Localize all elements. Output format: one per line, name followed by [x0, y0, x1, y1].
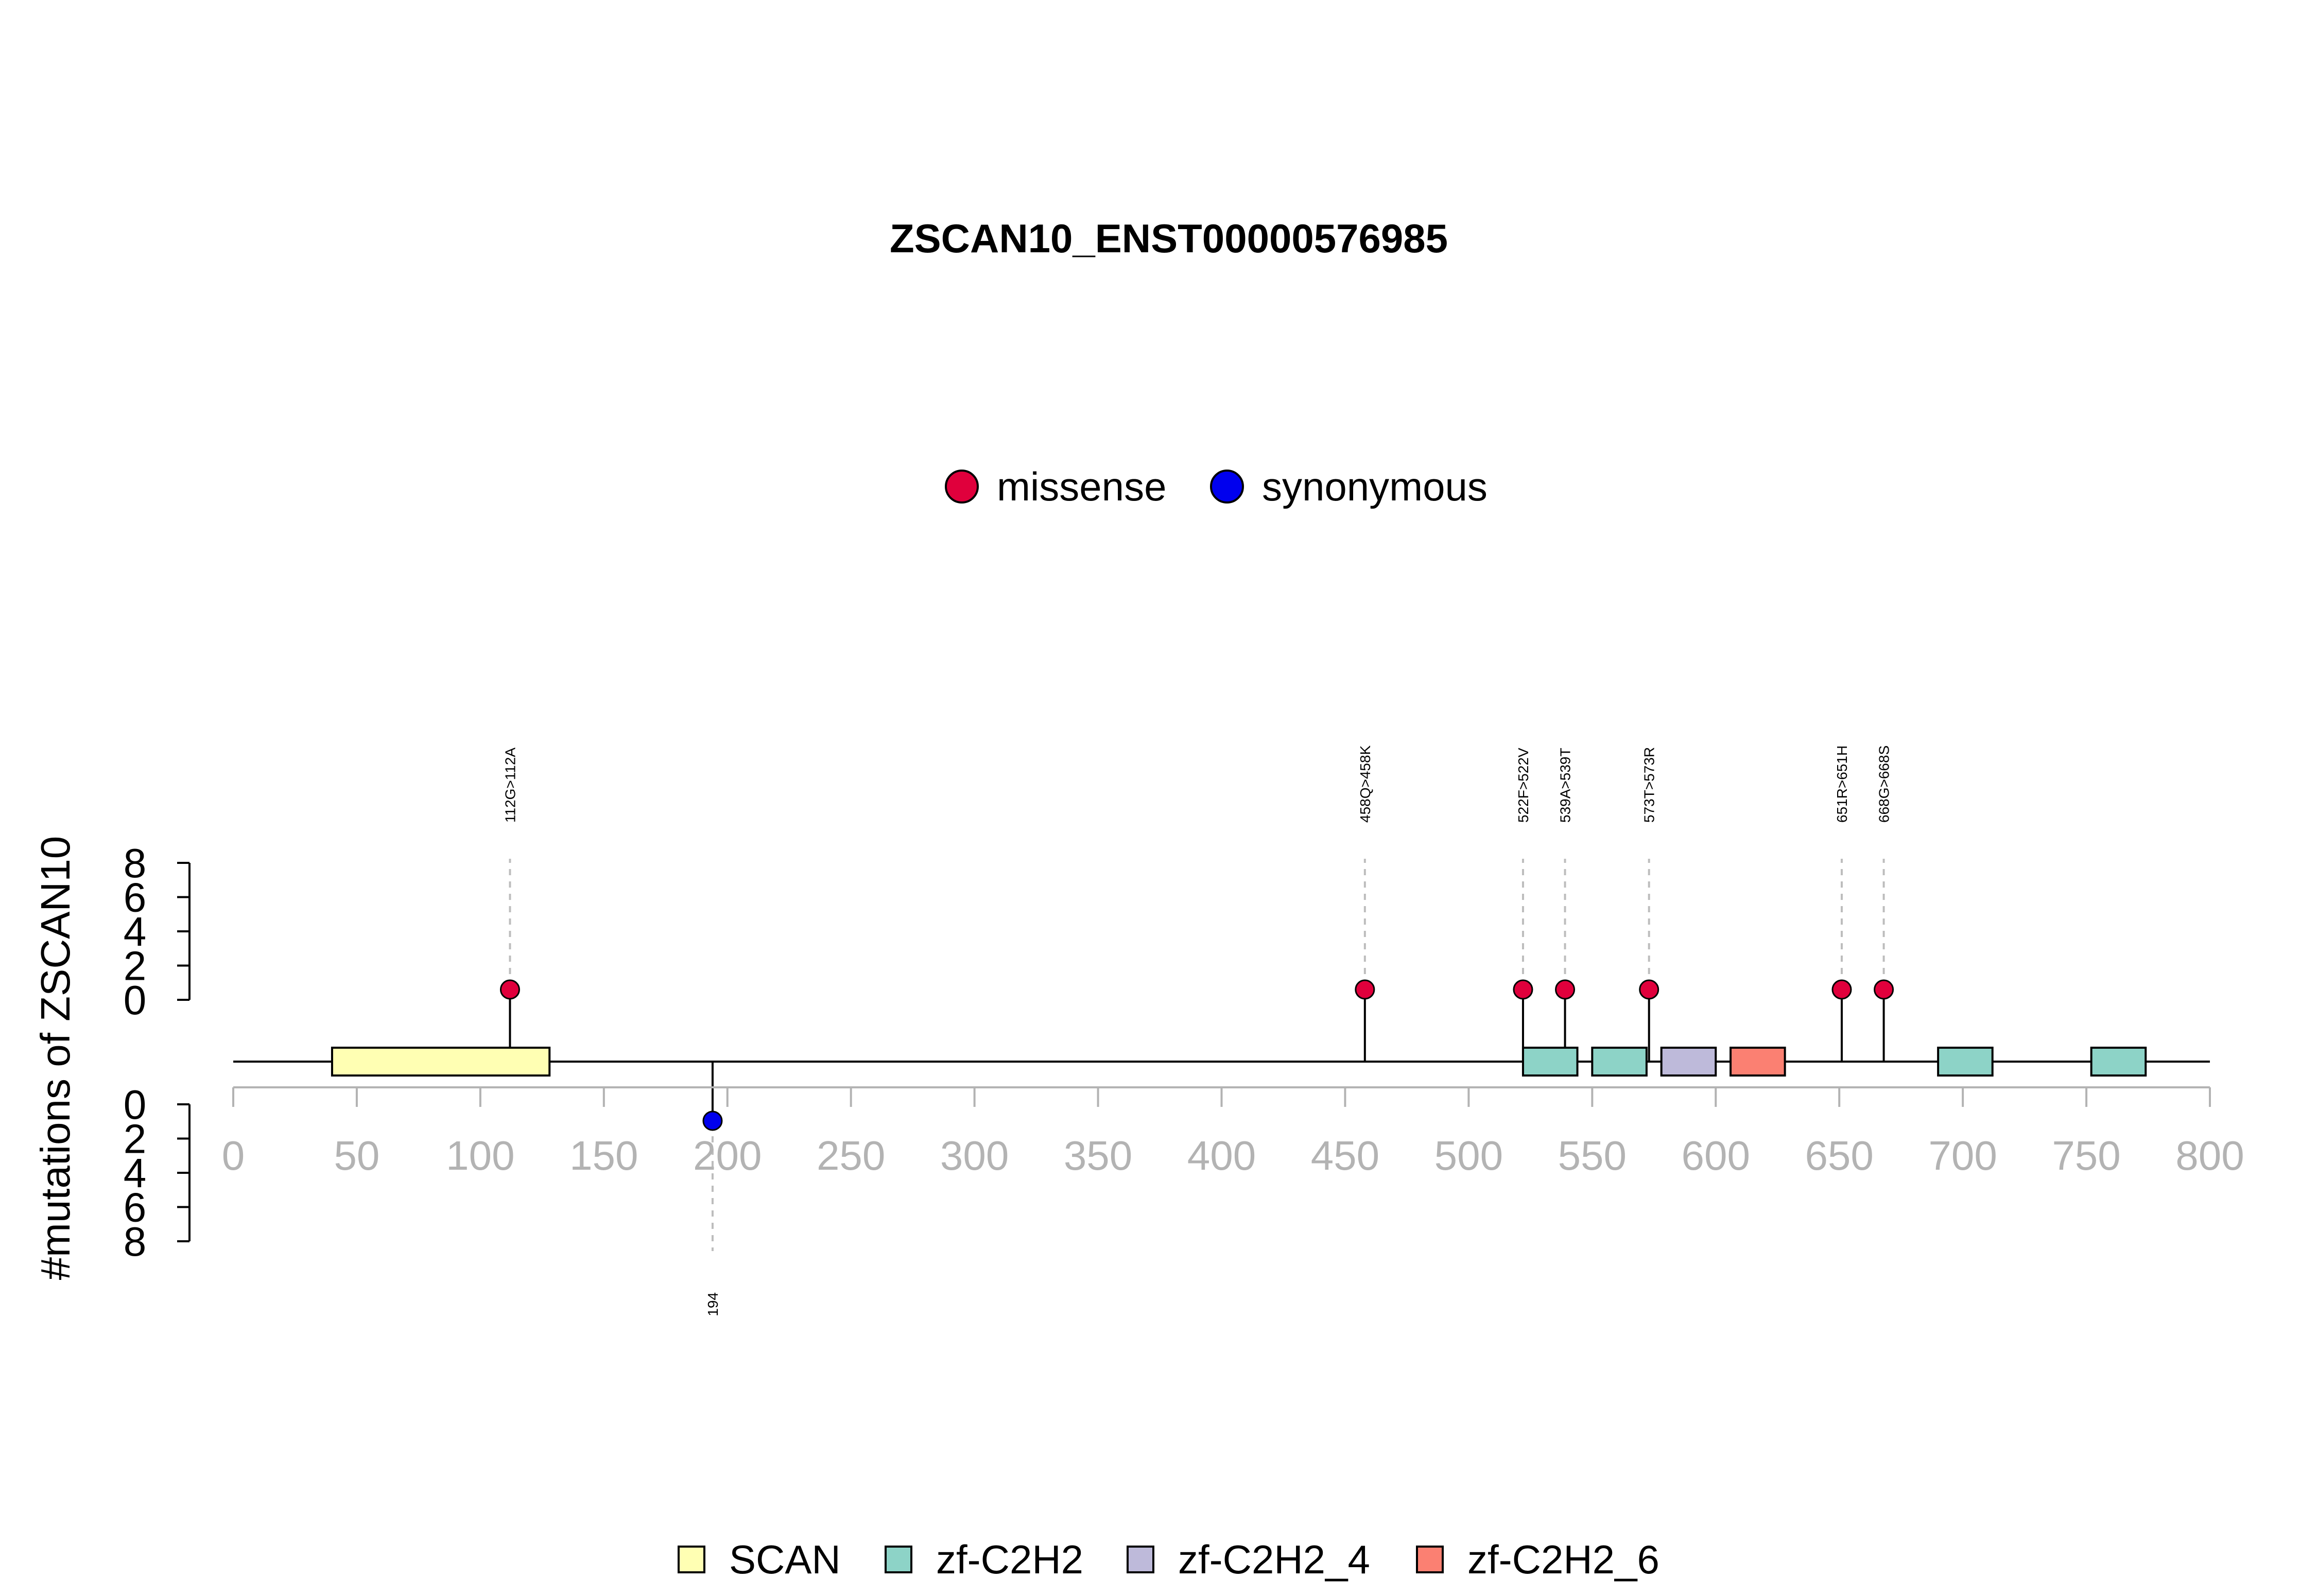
chart-title: ZSCAN10_ENST00000576985: [890, 216, 1448, 261]
mutation-marker-missense: [1555, 979, 1576, 1000]
mutation-heads: [499, 979, 1894, 1131]
x-tick-label: 700: [1928, 1133, 1997, 1178]
mutation-marker-missense: [1639, 979, 1659, 1000]
x-tick-label: 750: [2052, 1133, 2120, 1178]
y-tick-lower-label: 0: [124, 1082, 147, 1127]
x-tick-label: 650: [1805, 1133, 1873, 1178]
mutation-marker-missense: [1831, 979, 1852, 1000]
domain-legend-scan-label: SCAN: [729, 1537, 841, 1582]
x-axis: 0 50 100 150 200 250 300 350 400 450 500 550 600 650 7…: [222, 1086, 2244, 1178]
y-tick-upper-label: 6: [124, 875, 147, 921]
mutation-label: 522F>522V: [1515, 748, 1531, 823]
mutation-marker-missense: [1513, 979, 1533, 1000]
mutation-label: 651R>651H: [1834, 745, 1850, 823]
domain-zf-c2h2-6: [1730, 1047, 1786, 1077]
domain-legend-zf-c2h2-4-label: zf-C2H2_4: [1178, 1537, 1370, 1582]
x-tick-label: 0: [222, 1133, 245, 1178]
mutation-label: 539A>539T: [1558, 748, 1574, 823]
x-tick-label: 300: [940, 1133, 1009, 1178]
x-tick-label: 400: [1187, 1133, 1256, 1178]
domain-legend-scan-swatch: [678, 1546, 705, 1573]
x-tick-label: 150: [569, 1133, 638, 1178]
domain-zf-c2h2-4: [1660, 1047, 1717, 1077]
mutation-marker-missense: [1874, 979, 1894, 1000]
mutation-legend: missense synonymous: [945, 464, 1488, 509]
x-tick-label: 50: [334, 1133, 379, 1178]
domain-legend-zf-c2h2-6-label: zf-C2H2_6: [1467, 1537, 1659, 1582]
y-tick-lower-label: 8: [124, 1219, 147, 1264]
mutation-marker-missense: [1355, 979, 1375, 1000]
domain-legend: SCAN zf-C2H2 zf-C2H2_4 zf-C2H2_6: [678, 1537, 1659, 1582]
domain-legend-zf-c2h2-4-swatch: [1127, 1546, 1154, 1573]
domain-legend-zf-c2h2-6-swatch: [1416, 1546, 1444, 1573]
y-tick-upper-label: 4: [124, 909, 147, 955]
domain-zf-c2h2: [1521, 1047, 1579, 1077]
x-tick-label: 600: [1682, 1133, 1750, 1178]
domain-scan: [331, 1047, 551, 1077]
mutation-label: 573T>573R: [1641, 747, 1657, 823]
y-axis-label: #mutations of ZSCAN10: [32, 836, 78, 1280]
mutation-marker-synonymous: [702, 1111, 723, 1131]
mutation-label: 458Q>458K: [1357, 745, 1373, 823]
mutation-labels: 112G>112A 458Q>458K 522F>522V 539A>539T 573T…: [502, 745, 1892, 1316]
domain-zf-c2h2: [2090, 1047, 2147, 1077]
y-tick-upper-label: 0: [124, 977, 147, 1023]
y-tick-lower-label: 2: [124, 1116, 147, 1162]
mutation-label: 112G>112A: [502, 748, 518, 823]
x-tick-label: 450: [1311, 1133, 1379, 1178]
y-tick-lower-label: 6: [124, 1185, 147, 1230]
domain-zf-c2h2: [1591, 1047, 1648, 1077]
x-tick-label: 100: [446, 1133, 514, 1178]
legend-synonymous-label: synonymous: [1262, 464, 1488, 509]
x-tick-label: 550: [1558, 1133, 1627, 1178]
x-tick-label: 250: [817, 1133, 885, 1178]
mutation-label: 668G>668S: [1876, 745, 1892, 823]
protein-domains: [331, 1047, 2147, 1077]
legend-missense-marker: [945, 470, 979, 504]
domain-legend-zf-c2h2-swatch: [885, 1546, 912, 1573]
legend-missense-label: missense: [997, 464, 1166, 509]
y-tick-upper-label: 2: [124, 943, 147, 989]
x-tick-label: 500: [1434, 1133, 1503, 1178]
x-tick-label: 350: [1064, 1133, 1132, 1178]
y-tick-upper-label: 8: [124, 840, 147, 886]
domain-zf-c2h2: [1937, 1047, 1994, 1077]
y-tick-lower-label: 4: [124, 1150, 147, 1196]
domain-legend-zf-c2h2-label: zf-C2H2: [936, 1537, 1083, 1582]
legend-synonymous-marker: [1210, 470, 1244, 504]
mutation-label: 194: [705, 1292, 721, 1316]
x-tick-label: 200: [693, 1133, 762, 1178]
x-tick-label: 800: [2175, 1133, 2244, 1178]
mutation-marker-missense: [499, 979, 520, 1000]
